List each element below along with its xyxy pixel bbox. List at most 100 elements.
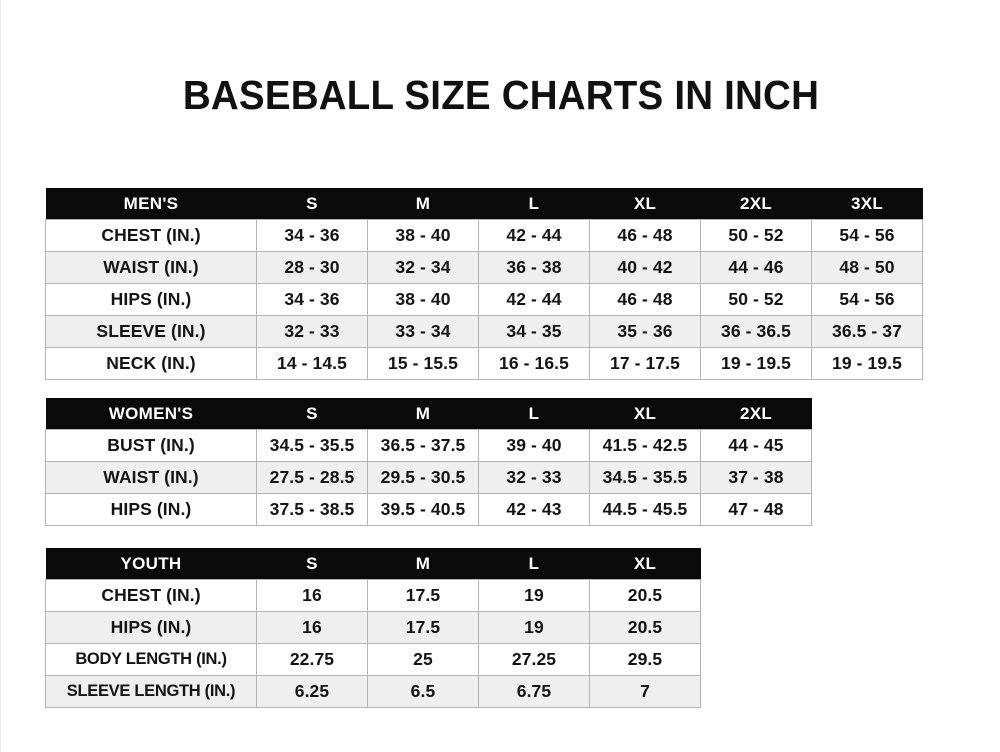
measurement-cell: 42 - 44 [478, 283, 590, 316]
measurement-cell: 7 [589, 675, 701, 708]
measurement-cell: 17.5 [367, 579, 479, 612]
measurement-cell: 19 - 19.5 [700, 347, 812, 380]
youth-header-title: YOUTH [45, 548, 257, 580]
womens-header-size-l: L [478, 398, 590, 430]
youth-header-size-m: M [367, 548, 479, 580]
womens-header-size-s: S [256, 398, 368, 430]
table-row: CHEST (IN.) 16 17.5 19 20.5 [45, 579, 701, 612]
measurement-cell: 34.5 - 35.5 [256, 429, 368, 462]
mens-header-size-3xl: 3XL [811, 188, 923, 220]
mens-header-size-xl: XL [589, 188, 701, 220]
table-row: BUST (IN.) 34.5 - 35.5 36.5 - 37.5 39 - 40 4… [45, 429, 812, 462]
measurement-cell: 39.5 - 40.5 [367, 493, 479, 526]
measurement-cell: 32 - 33 [256, 315, 368, 348]
womens-size-table: WOMEN'S S M L XL 2XL BUST (IN.) 34.5 - 35.5 36.… [45, 398, 812, 526]
mens-size-table: MEN'S S M L XL 2XL 3XL CHEST (IN.) 34 - 36 38 - … [45, 188, 923, 380]
measurement-cell: 44 - 46 [700, 251, 812, 284]
measurement-cell: 16 - 16.5 [478, 347, 590, 380]
measurement-cell: 20.5 [589, 611, 701, 644]
row-label: HIPS (IN.) [45, 283, 257, 316]
womens-header-size-m: M [367, 398, 479, 430]
table-row: CHEST (IN.) 34 - 36 38 - 40 42 - 44 46 - 48 5… [45, 219, 923, 252]
womens-table-header: WOMEN'S S M L XL 2XL [45, 398, 812, 430]
measurement-cell: 36 - 36.5 [700, 315, 812, 348]
measurement-cell: 38 - 40 [367, 283, 479, 316]
measurement-cell: 29.5 - 30.5 [367, 461, 479, 494]
measurement-cell: 28 - 30 [256, 251, 368, 284]
womens-header-size-2xl: 2XL [700, 398, 812, 430]
youth-header-size-l: L [478, 548, 590, 580]
measurement-cell: 17.5 [367, 611, 479, 644]
womens-header-size-xl: XL [589, 398, 701, 430]
measurement-cell: 37.5 - 38.5 [256, 493, 368, 526]
mens-header-size-m: M [367, 188, 479, 220]
youth-size-table: YOUTH S M L XL CHEST (IN.) 16 17.5 19 20.5 HIPS (… [45, 548, 701, 708]
row-label: BUST (IN.) [45, 429, 257, 462]
mens-table-header: MEN'S S M L XL 2XL 3XL [45, 188, 923, 220]
row-label: HIPS (IN.) [45, 493, 257, 526]
mens-table-body: CHEST (IN.) 34 - 36 38 - 40 42 - 44 46 - 48 5… [45, 219, 923, 380]
measurement-cell: 54 - 56 [811, 219, 923, 252]
measurement-cell: 37 - 38 [700, 461, 812, 494]
measurement-cell: 27.5 - 28.5 [256, 461, 368, 494]
measurement-cell: 19 [478, 611, 590, 644]
measurement-cell: 14 - 14.5 [256, 347, 368, 380]
womens-table-body: BUST (IN.) 34.5 - 35.5 36.5 - 37.5 39 - 40 4… [45, 429, 812, 526]
mens-header-row: MEN'S S M L XL 2XL 3XL [45, 188, 923, 220]
measurement-cell: 34 - 35 [478, 315, 590, 348]
measurement-cell: 22.75 [256, 643, 368, 676]
measurement-cell: 16 [256, 579, 368, 612]
measurement-cell: 46 - 48 [589, 219, 701, 252]
table-row: WAIST (IN.) 28 - 30 32 - 34 36 - 38 40 - 42 4… [45, 251, 923, 284]
row-label: SLEEVE (IN.) [45, 315, 257, 348]
row-label: HIPS (IN.) [45, 611, 257, 644]
measurement-cell: 36.5 - 37 [811, 315, 923, 348]
measurement-cell: 50 - 52 [700, 219, 812, 252]
measurement-cell: 41.5 - 42.5 [589, 429, 701, 462]
youth-header-size-s: S [256, 548, 368, 580]
youth-table-body: CHEST (IN.) 16 17.5 19 20.5 HIPS (IN.) 16 17.5 1… [45, 579, 701, 708]
row-label: NECK (IN.) [45, 347, 257, 380]
measurement-cell: 25 [367, 643, 479, 676]
measurement-cell: 20.5 [589, 579, 701, 612]
table-row: BODY LENGTH (IN.) 22.75 25 27.25 29.5 [45, 643, 701, 676]
mens-header-size-l: L [478, 188, 590, 220]
measurement-cell: 38 - 40 [367, 219, 479, 252]
measurement-cell: 33 - 34 [367, 315, 479, 348]
measurement-cell: 32 - 34 [367, 251, 479, 284]
row-label: WAIST (IN.) [45, 461, 257, 494]
measurement-cell: 6.5 [367, 675, 479, 708]
table-row: HIPS (IN.) 16 17.5 19 20.5 [45, 611, 701, 644]
measurement-cell: 50 - 52 [700, 283, 812, 316]
table-row: WAIST (IN.) 27.5 - 28.5 29.5 - 30.5 32 - 33… [45, 461, 812, 494]
measurement-cell: 46 - 48 [589, 283, 701, 316]
youth-table-header: YOUTH S M L XL [45, 548, 701, 580]
measurement-cell: 34.5 - 35.5 [589, 461, 701, 494]
youth-header-size-xl: XL [589, 548, 701, 580]
measurement-cell: 6.25 [256, 675, 368, 708]
measurement-cell: 44 - 45 [700, 429, 812, 462]
measurement-cell: 39 - 40 [478, 429, 590, 462]
measurement-cell: 42 - 43 [478, 493, 590, 526]
measurement-cell: 17 - 17.5 [589, 347, 701, 380]
measurement-cell: 44.5 - 45.5 [589, 493, 701, 526]
measurement-cell: 54 - 56 [811, 283, 923, 316]
row-label: WAIST (IN.) [45, 251, 257, 284]
table-row: HIPS (IN.) 37.5 - 38.5 39.5 - 40.5 42 - 43 4… [45, 493, 812, 526]
table-row: HIPS (IN.) 34 - 36 38 - 40 42 - 44 46 - 48 50… [45, 283, 923, 316]
row-label: BODY LENGTH (IN.) [45, 643, 257, 676]
measurement-cell: 15 - 15.5 [367, 347, 479, 380]
measurement-cell: 34 - 36 [256, 219, 368, 252]
measurement-cell: 19 - 19.5 [811, 347, 923, 380]
measurement-cell: 36 - 38 [478, 251, 590, 284]
mens-header-size-s: S [256, 188, 368, 220]
measurement-cell: 35 - 36 [589, 315, 701, 348]
measurement-cell: 42 - 44 [478, 219, 590, 252]
table-row: NECK (IN.) 14 - 14.5 15 - 15.5 16 - 16.5 17 … [45, 347, 923, 380]
mens-header-title: MEN'S [45, 188, 257, 220]
row-label: CHEST (IN.) [45, 219, 257, 252]
measurement-cell: 34 - 36 [256, 283, 368, 316]
womens-header-row: WOMEN'S S M L XL 2XL [45, 398, 812, 430]
measurement-cell: 36.5 - 37.5 [367, 429, 479, 462]
